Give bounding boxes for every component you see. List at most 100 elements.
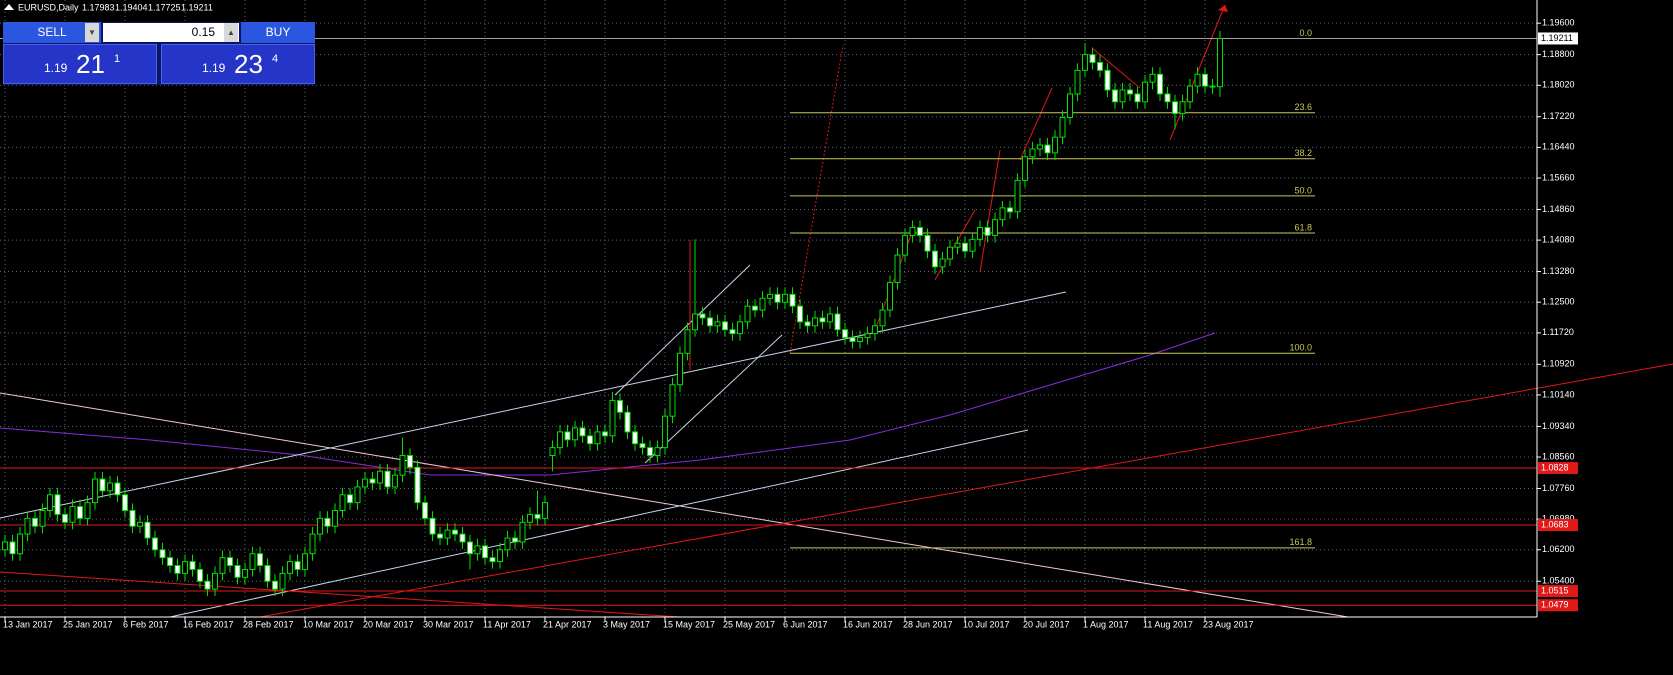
candle-body	[234, 565, 241, 578]
candle-body	[152, 537, 158, 551]
buy-button[interactable]: BUY	[241, 22, 315, 43]
candle-body	[189, 561, 196, 570]
x-tick-label: 30 Mar 2017	[423, 619, 474, 629]
header-open: 1.17983	[82, 2, 115, 12]
candle-body	[512, 537, 518, 543]
candle-body	[632, 431, 638, 445]
lot-input[interactable]: 0.15	[103, 23, 239, 42]
candle-body	[137, 521, 143, 527]
lot-down[interactable]: ▼	[85, 23, 99, 42]
wave-line	[1019, 87, 1053, 161]
candle-body	[437, 533, 443, 539]
candle-body	[317, 517, 323, 535]
candle-body	[1157, 73, 1163, 95]
candle-body	[1179, 101, 1186, 115]
y-tick-label: 1.18800	[1542, 49, 1575, 59]
candle-body	[744, 305, 751, 323]
candle-body	[519, 521, 526, 543]
candle-body	[782, 293, 788, 303]
y-tick-label: 1.12500	[1542, 297, 1575, 307]
candle-body	[804, 321, 811, 327]
candle-body	[602, 431, 608, 437]
ask-point: 4	[272, 53, 279, 65]
candle-body	[159, 549, 166, 559]
x-tick-label: 21 Apr 2017	[543, 619, 592, 629]
candle-body	[1037, 144, 1043, 150]
ask-price[interactable]: 1.19 23 4	[161, 44, 315, 84]
x-tick-label: 16 Jun 2017	[843, 619, 893, 629]
candle-body	[1014, 179, 1021, 213]
candle-body	[99, 478, 106, 492]
candle-body	[129, 509, 136, 527]
trade-panel: SELL ▼ 0.15 ▲ BUY 1.19 21 1 1.19 23 4	[3, 22, 315, 85]
candle-body	[62, 513, 68, 523]
candle-body	[384, 470, 391, 488]
candle-body	[212, 572, 218, 590]
candle-body	[737, 321, 743, 335]
candle-body	[947, 246, 953, 260]
candle-body	[204, 580, 211, 590]
x-tick-label: 25 Jan 2017	[63, 619, 113, 629]
candle-body	[1202, 73, 1208, 87]
candle-body	[624, 411, 631, 433]
x-tick-label: 13 Jan 2017	[3, 619, 53, 629]
candle-body	[482, 545, 488, 559]
candle-body	[32, 517, 38, 527]
fib-label: 38.2	[1294, 148, 1312, 158]
candle-body	[459, 533, 466, 543]
candle-body	[819, 317, 826, 323]
candle-body	[917, 227, 923, 236]
candle-body	[9, 541, 16, 555]
candle-body	[894, 254, 901, 284]
lot-up[interactable]: ▲	[224, 23, 238, 42]
fib-label: 23.6	[1294, 102, 1312, 112]
candle-body	[879, 309, 886, 327]
candle-body	[2, 541, 8, 551]
candle-body	[324, 517, 331, 527]
candle-body	[1067, 93, 1073, 119]
candle-body	[1007, 207, 1013, 213]
candle-body	[527, 513, 533, 523]
candle-body	[354, 486, 361, 504]
candle-body	[77, 506, 83, 519]
level-tag	[1538, 519, 1578, 532]
y-tick-label: 1.08560	[1542, 451, 1575, 461]
current-price-tag	[1538, 32, 1578, 45]
candle-body	[1172, 101, 1178, 115]
candle-body	[834, 313, 841, 331]
bid-pips: 21	[76, 49, 105, 79]
trend-line	[259, 363, 1673, 618]
candle-body	[699, 313, 706, 319]
bid-price[interactable]: 1.19 21 1	[3, 44, 157, 84]
sell-button[interactable]: SELL	[3, 22, 101, 43]
candle-body	[474, 545, 481, 555]
candle-body	[504, 537, 511, 551]
candle-body	[294, 561, 301, 570]
y-tick-label: 1.05400	[1542, 576, 1575, 586]
x-tick-label: 28 Jun 2017	[903, 619, 953, 629]
candle-body	[17, 533, 23, 555]
x-tick-label: 23 Aug 2017	[1203, 619, 1254, 629]
level-tag	[1538, 599, 1578, 612]
candle-body	[347, 494, 353, 504]
symbol-icon	[4, 4, 14, 10]
candle-body	[339, 494, 346, 511]
level-label: 1.0828	[1541, 462, 1569, 472]
candle-body	[114, 482, 121, 496]
candle-body	[587, 435, 593, 445]
x-tick-label: 16 Feb 2017	[183, 619, 234, 629]
candle-body	[999, 207, 1006, 221]
candle-body	[227, 557, 233, 567]
x-tick-label: 1 Aug 2017	[1083, 619, 1129, 629]
candle-body	[309, 533, 316, 555]
candle-body	[1164, 93, 1171, 103]
y-tick-label: 1.14080	[1542, 234, 1575, 244]
candle-body	[774, 293, 781, 303]
candle-body	[789, 293, 796, 307]
candle-body	[1112, 89, 1118, 103]
candle-body	[392, 474, 398, 488]
candle-body	[849, 337, 856, 343]
candle-body	[872, 325, 878, 335]
fib-label: 161.8	[1289, 537, 1312, 547]
